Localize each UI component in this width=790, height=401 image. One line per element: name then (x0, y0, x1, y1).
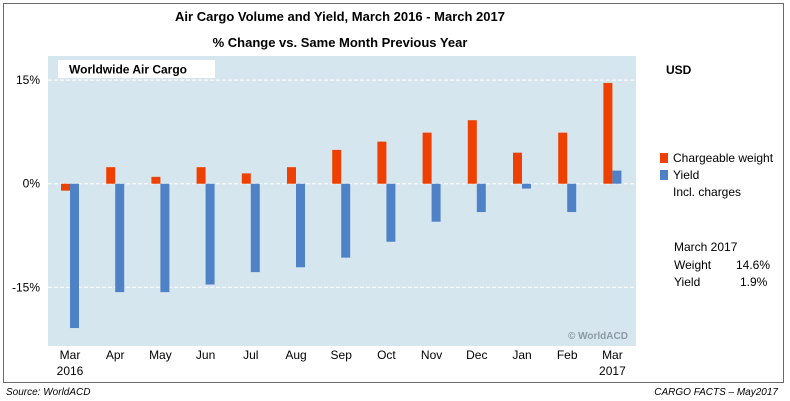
x-year-label: 2016 (57, 364, 84, 378)
watermark: © WorldACD (568, 331, 628, 342)
x-tick-label: Feb (557, 348, 578, 362)
bar-yield (70, 183, 79, 329)
x-tick-label: Sep (331, 348, 353, 362)
bar-yield (476, 183, 486, 213)
bar-chargeable-weight (558, 132, 568, 184)
unit-label: USD (666, 63, 692, 77)
panel-label: Worldwide Air Cargo (69, 63, 187, 77)
footer-credit: CARGO FACTS – May2017 (654, 387, 778, 398)
bar-chargeable-weight (241, 173, 251, 184)
bar-chargeable-weight (287, 167, 296, 184)
summary-label-weight: Weight (674, 258, 712, 272)
legend-note: Incl. charges (673, 185, 742, 199)
bar-chargeable-weight (332, 149, 342, 184)
bar-chargeable-weight (513, 152, 522, 184)
x-tick-label: Mar (60, 348, 81, 362)
bar-yield (205, 183, 215, 285)
bar-chargeable-weight (106, 167, 116, 184)
x-tick-label: Nov (421, 348, 442, 362)
bar-chargeable-weight (377, 141, 387, 184)
summary-heading: March 2017 (674, 240, 738, 254)
bar-yield (250, 183, 260, 273)
legend-item-yield: Yield (660, 168, 699, 182)
legend-swatch-yield (660, 170, 668, 180)
y-tick-label: -15% (12, 280, 40, 294)
x-tick-label: Jun (196, 348, 215, 362)
legend-item-weight: Chargeable weight (660, 151, 773, 165)
bar-yield (386, 183, 396, 242)
bar-chargeable-weight (151, 176, 161, 184)
bar-yield (431, 183, 441, 222)
summary-label-yield: Yield (674, 275, 701, 289)
x-tick-label: Mar (602, 348, 623, 362)
x-tick-label: Dec (466, 348, 487, 362)
bar-yield (115, 183, 125, 293)
legend-label-yield: Yield (673, 168, 700, 182)
x-year-label: 2017 (599, 364, 626, 378)
bar-yield (612, 170, 622, 184)
chart-subtitle: % Change vs. Same Month Previous Year (212, 35, 468, 50)
legend-swatch-weight (660, 153, 668, 163)
bar-chargeable-weight (422, 132, 432, 184)
bar-chargeable-weight (467, 120, 477, 184)
x-tick-label: Jul (243, 348, 258, 362)
summary-row-weight: Weight 14.6% (674, 258, 770, 272)
x-tick-label: May (149, 348, 172, 362)
summary-value-yield: 1.9% (740, 275, 768, 289)
bar-chargeable-weight (61, 183, 70, 191)
x-tick-label: Apr (106, 348, 125, 362)
legend-label-weight: Chargeable weight (673, 151, 774, 165)
x-tick-label: Aug (285, 348, 306, 362)
panel-label-box (58, 60, 215, 78)
bar-yield (160, 183, 170, 293)
summary-value-weight: 14.6% (736, 258, 771, 272)
chart-title: Air Cargo Volume and Yield, March 2016 -… (175, 9, 505, 24)
bar-yield (567, 183, 577, 213)
bar-yield (341, 183, 351, 258)
footer-source: Source: WorldACD (6, 387, 91, 398)
x-tick-label: Oct (377, 348, 396, 362)
bar-yield (296, 183, 305, 268)
y-tick-label: 15% (16, 73, 40, 87)
y-tick-label: 0% (23, 177, 41, 191)
bar-chargeable-weight (603, 82, 613, 184)
x-tick-label: Jan (512, 348, 531, 362)
summary-row-yield: Yield 1.9% (674, 275, 767, 289)
bar-chargeable-weight (196, 167, 206, 184)
bar-yield (522, 183, 531, 189)
